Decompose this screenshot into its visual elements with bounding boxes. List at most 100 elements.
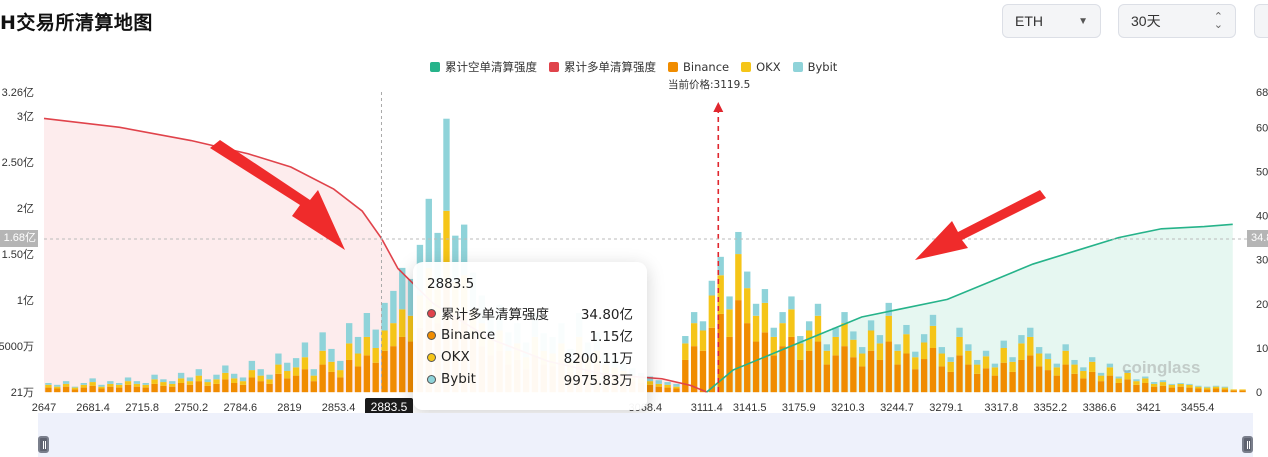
legend-label-short: 累计空单清算强度 [445,60,537,74]
y-left-tick-label: 3.26亿 [2,86,34,99]
bar-okx [124,381,132,385]
bar-bybit [655,380,662,384]
bar-okx [690,323,698,347]
bar-binance [885,341,892,393]
zoom-handle-right[interactable] [1242,436,1253,453]
y-left-tick-label: 5000万 [0,341,34,353]
zoom-slider[interactable] [38,413,1253,457]
bar-binance [310,381,317,393]
bar-bybit [912,351,919,358]
tooltip-row-value: 8200.11万 [563,351,633,367]
bar-binance [116,387,123,393]
tooltip-row-name: 累计多单清算强度 [441,307,549,323]
bar-okx [1230,389,1237,391]
bar-okx [1186,384,1193,388]
crosshair-x-label: 2883.5 [365,398,413,417]
bar-okx [45,384,52,388]
bar-bybit [284,362,291,372]
legend-item-short[interactable]: 累计空单清算强度 [430,59,537,75]
tooltip-row: 累计多单清算强度 34.80亿 [427,302,633,324]
bar-okx [885,315,892,342]
x-tick-label: 2647 [32,402,56,414]
tooltip-row: OKX 8200.11万 [427,346,633,368]
bar-bybit [89,378,96,383]
bar-okx [80,384,87,388]
legend-item-long[interactable]: 累计多单清算强度 [549,59,656,75]
bar-bybit [797,336,804,344]
extra-control-button[interactable] [1254,4,1268,38]
x-tick-label: 3386.6 [1083,402,1117,414]
coin-select[interactable]: ETH ▼ [1002,4,1101,38]
bar-bybit [1080,367,1087,372]
bar-binance [195,381,202,393]
bar-bybit [425,198,432,268]
bar-okx [850,339,857,358]
bar-bybit [894,344,901,351]
x-tick-label: 3244.7 [880,402,914,414]
x-tick-label: 3352.2 [1034,402,1068,414]
y-left-tick-label: 21万 [11,387,34,399]
bar-bybit [337,360,344,371]
bar-bybit [266,374,273,380]
bar-binance [752,341,760,393]
y-right-tick-label: 40 [1256,211,1268,223]
bar-binance [1168,387,1175,393]
bar-okx [301,357,309,370]
bar-bybit [859,347,866,354]
legend-item-bybit[interactable]: Bybit [792,60,837,74]
bar-okx [1133,381,1140,385]
tooltip-row-name: Binance [441,327,496,343]
bar-okx [443,210,450,287]
bar-binance [89,385,96,393]
bar-okx [71,387,79,390]
bar-binance [823,364,831,393]
legend-item-binance[interactable]: Binance [668,60,729,74]
bar-bybit [1124,370,1131,373]
bar-binance [1230,390,1237,393]
bar-okx [107,383,114,387]
zoom-handle-left[interactable] [38,436,49,453]
bar-bybit [434,232,441,289]
bar-binance [1159,385,1167,393]
bar-bybit [903,324,910,335]
bar-bybit [363,313,371,337]
bar-okx [894,350,901,365]
bar-okx [1080,371,1087,379]
bar-okx [319,350,326,365]
bar-okx [195,375,202,382]
x-tick-label: 2784.6 [224,402,258,414]
x-tick-label: 3141.5 [733,402,767,414]
bar-okx [1027,336,1034,356]
bar-okx [938,353,946,367]
bar-binance [284,378,291,393]
bar-binance [1133,384,1140,393]
bar-bybit [920,334,928,343]
bar-okx [1053,367,1061,376]
bar-binance [151,383,158,393]
bar-binance [1053,375,1061,393]
bar-bybit [1097,372,1105,376]
bar-binance [372,362,379,393]
bar-bybit [204,379,211,383]
bar-binance [407,341,415,393]
legend-item-okx[interactable]: OKX [741,60,781,74]
bar-binance [54,388,61,393]
tooltip-row-value: 9975.83万 [563,373,633,389]
bar-binance [814,341,822,393]
bar-okx [1089,361,1096,372]
x-tick-label: 3421 [1136,402,1160,414]
bar-bybit [1053,363,1061,368]
bar-binance [337,377,344,393]
bar-okx [841,323,848,347]
bar-bybit [239,377,247,382]
bar-bybit [301,342,309,358]
bar-okx [1044,359,1052,371]
bar-binance [1080,378,1087,393]
period-select[interactable]: 30天 ⌃ ⌄ [1118,4,1236,38]
bar-binance [1106,375,1114,393]
bar-okx [257,375,264,382]
bar-bybit [929,314,937,326]
bar-okx [213,379,220,384]
tooltip-row-value: 1.15亿 [589,329,633,345]
bar-binance [646,384,654,393]
